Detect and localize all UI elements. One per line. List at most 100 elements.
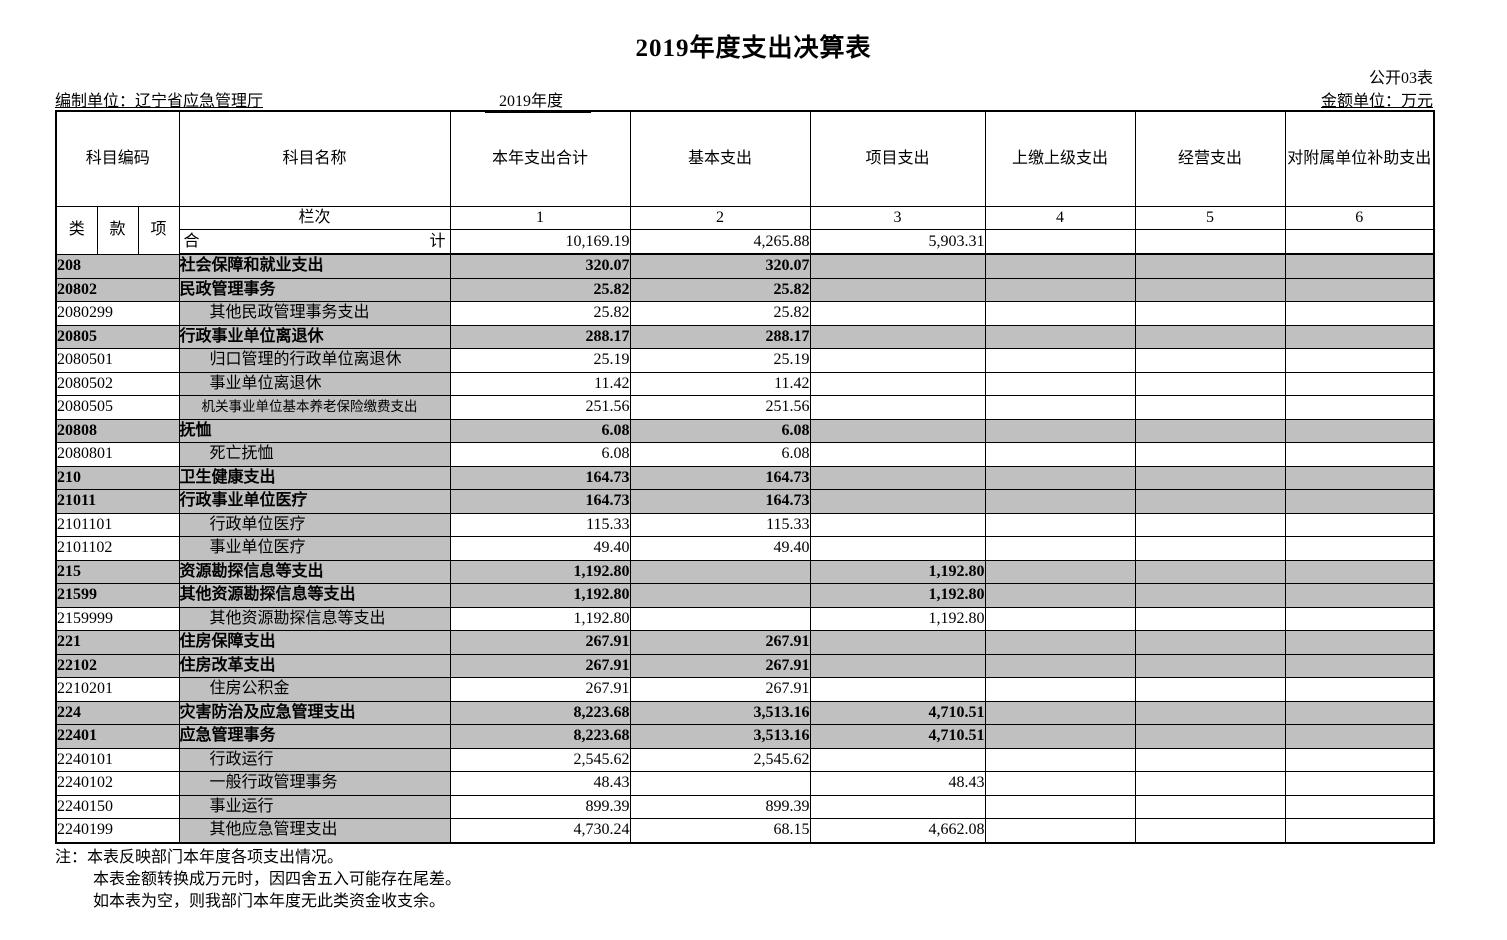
row-value [629,771,811,796]
row-code: 2080502 [55,371,180,396]
header-basic-expenditure: 基本支出 [629,110,811,207]
row-name: 事业单位离退休 [178,371,451,396]
table-row: 2159999 其他资源勘探信息等支出 1,192.80 1,192.80 [55,606,1435,631]
row-name: 死亡抚恤 [178,442,451,467]
row-value: 288.17 [449,324,631,349]
row-value: 1,192.80 [809,559,986,584]
row-value [1134,724,1286,749]
header-total-expenditure: 本年支出合计 [449,110,631,207]
row-value [629,559,811,584]
row-value [984,606,1136,631]
row-value [1134,442,1286,467]
row-value: 11.42 [449,371,631,396]
note-line: 注：本表反映部门本年度各项支出情况。 [55,849,344,866]
row-value: 320.07 [629,253,811,279]
row-name: 其他应急管理支出 [178,818,451,843]
column-number: 6 [1284,206,1435,230]
row-value [809,794,986,819]
row-value [1284,677,1435,702]
row-code: 215 [55,559,180,584]
row-value: 115.33 [629,512,811,537]
row-value: 48.43 [809,771,986,796]
row-value: 25.19 [449,348,631,373]
row-value: 25.82 [629,277,811,302]
row-name: 事业单位医疗 [178,536,451,561]
note-line: 本表金额转换成万元时，因四舍五入可能存在尾差。 [93,871,462,888]
row-value [1284,348,1435,373]
row-value [1134,630,1286,655]
row-code: 2080505 [55,395,180,420]
row-value [984,253,1136,279]
row-value [1134,418,1286,443]
grand-total-row: 合 计 10,169.19 4,265.88 5,903.31 [56,229,1435,255]
header-subject-code: 科目编码 [55,110,180,207]
row-name: 卫生健康支出 [178,465,451,490]
table-row: 2080505 机关事业单位基本养老保险缴费支出 251.56 251.56 [55,395,1435,420]
row-name: 住房改革支出 [178,653,451,678]
row-name: 行政事业单位医疗 [178,489,451,514]
meta-row: 编制单位：辽宁省应急管理厅 2019年度 金额单位：万元 [55,87,1433,113]
row-value [1134,301,1286,326]
row-value [984,794,1136,819]
row-value [1284,771,1435,796]
row-value [809,371,986,396]
grand-total-value [1284,229,1435,255]
page-title: 2019年度支出决算表 [635,35,872,62]
row-value [1134,818,1286,843]
row-value [984,442,1136,467]
row-value [1284,442,1435,467]
row-name: 其他资源勘探信息等支出 [178,606,451,631]
row-value [984,583,1136,608]
row-name: 行政单位医疗 [178,512,451,537]
sheet-number-label: 公开03表 [1368,70,1433,87]
row-value: 320.07 [449,253,631,279]
table-row: 2210201 住房公积金 267.91 267.91 [55,677,1435,702]
row-code: 221 [55,630,180,655]
row-name: 其他民政管理事务支出 [178,301,451,326]
row-name: 行政运行 [178,747,451,772]
row-value [1134,253,1286,279]
row-value: 2,545.62 [449,747,631,772]
row-value [1134,536,1286,561]
row-code: 21599 [55,583,180,608]
row-code: 2240101 [55,747,180,772]
row-value [984,465,1136,490]
row-code: 2159999 [55,606,180,631]
grand-total-label-right: 计 [429,232,446,250]
row-value [809,630,986,655]
row-value: 25.82 [449,301,631,326]
row-code: 2101102 [55,536,180,561]
row-name: 社会保障和就业支出 [178,253,451,279]
row-value [1134,747,1286,772]
row-name: 住房保障支出 [178,630,451,655]
row-code: 2240199 [55,818,180,843]
row-value [1134,583,1286,608]
row-value [1284,536,1435,561]
row-value: 8,223.68 [449,724,631,749]
row-value [984,771,1136,796]
row-value [984,371,1136,396]
table-row: 2240102 一般行政管理事务 48.43 48.43 [55,771,1435,796]
row-value: 11.42 [629,371,811,396]
table-row: 208 社会保障和就业支出 320.07 320.07 [55,253,1435,279]
grand-total-value: 5,903.31 [809,229,986,255]
row-value [1284,512,1435,537]
row-value [809,395,986,420]
row-value [1134,771,1286,796]
table-row: 210 卫生健康支出 164.73 164.73 [55,465,1435,490]
row-name: 其他资源勘探信息等支出 [178,583,451,608]
row-value [1284,301,1435,326]
row-value [1134,559,1286,584]
row-value [629,606,811,631]
row-code: 2240102 [55,771,180,796]
row-value [984,700,1136,725]
table-row: 2080501 归口管理的行政单位离退休 25.19 25.19 [55,348,1435,373]
table-row: 22102 住房改革支出 267.91 267.91 [55,653,1435,678]
row-value: 49.40 [449,536,631,561]
column-index-row: 类 款 项 栏次 1 2 3 4 5 6 [55,206,1435,255]
row-value: 1,192.80 [809,583,986,608]
row-value [1284,653,1435,678]
row-value [809,324,986,349]
row-name: 民政管理事务 [178,277,451,302]
header-code-class: 类 [55,206,98,255]
